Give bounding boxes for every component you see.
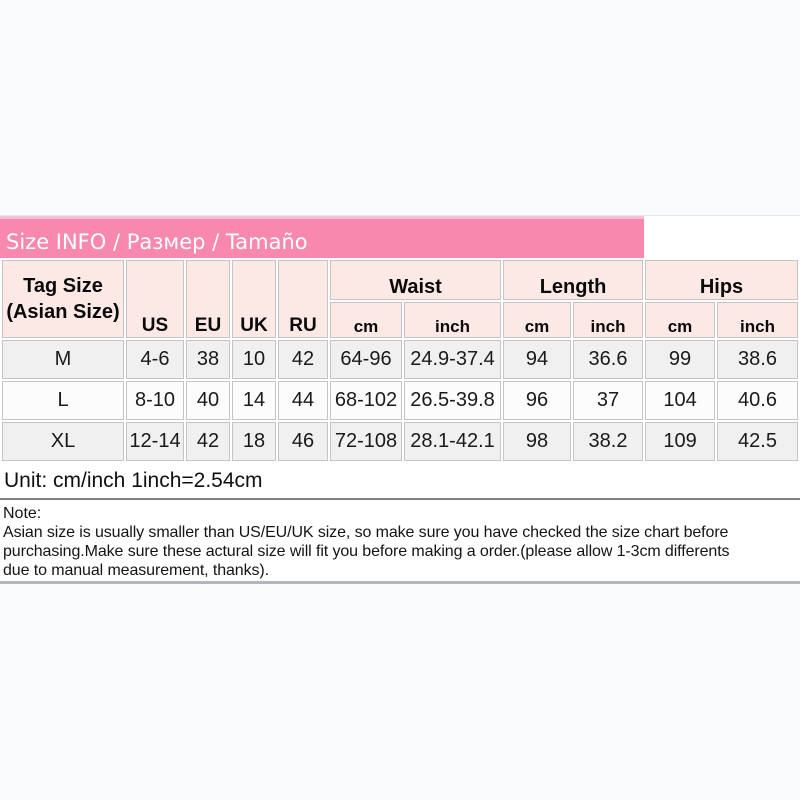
cell-length-inch: 37	[573, 381, 644, 420]
cell-length-inch: 36.6	[573, 340, 644, 379]
cell-uk: 14	[232, 381, 276, 420]
us-size-header: US	[126, 260, 184, 338]
size-row-l: L 8-10 40 14 44 68-102 26.5-39.8 96 37 1…	[2, 381, 799, 420]
cell-uk: 18	[232, 422, 276, 461]
cell-waist-inch: 24.9-37.4	[404, 340, 502, 379]
cell-tag: M	[2, 340, 124, 379]
hips-inch-header: inch	[717, 302, 799, 338]
size-row-xl: XL 12-14 42 18 46 72-108 28.1-42.1 98 38…	[2, 422, 799, 461]
length-inch-header: inch	[573, 302, 644, 338]
header-row-units: cm inch cm inch cm inch	[2, 302, 799, 338]
cell-ru: 42	[278, 340, 328, 379]
cell-length-cm: 94	[503, 340, 572, 379]
waist-inch-header: inch	[404, 302, 502, 338]
tag-size-header-line1: Tag Size	[23, 274, 103, 297]
cell-tag: L	[2, 381, 124, 420]
cell-tag: XL	[2, 422, 124, 461]
note-label: Note:	[3, 505, 42, 522]
tag-size-header: Tag Size (Asian Size)	[2, 260, 124, 338]
cell-hips-cm: 104	[645, 381, 716, 420]
cell-us: 8-10	[126, 381, 184, 420]
header-row-groups: Tag Size (Asian Size) US EU UK RU Waist …	[2, 260, 799, 338]
size-info-title-bar: Size INFO / Размер / Tamaño	[0, 216, 644, 258]
cell-us: 4-6	[126, 340, 184, 379]
cell-waist-inch: 26.5-39.8	[404, 381, 502, 420]
length-group-header: Length	[503, 260, 644, 300]
cell-eu: 42	[186, 422, 230, 461]
hips-group-header: Hips	[645, 260, 799, 300]
eu-size-header: EU	[186, 260, 230, 338]
cell-eu: 40	[186, 381, 230, 420]
note-body: Asian size is usually smaller than US/EU…	[3, 524, 730, 579]
size-chart-table: Tag Size (Asian Size) US EU UK RU Waist …	[0, 258, 800, 463]
cell-length-inch: 38.2	[573, 422, 644, 461]
cell-uk: 10	[232, 340, 276, 379]
note-block: Note: Asian size is usually smaller than…	[0, 500, 800, 584]
cell-eu: 38	[186, 340, 230, 379]
size-info-panel: Size INFO / Размер / Tamaño Tag Size (As…	[0, 215, 800, 584]
unit-note: Unit: cm/inch 1inch=2.54cm	[0, 463, 800, 500]
waist-cm-header: cm	[330, 302, 402, 338]
tag-size-header-line2: (Asian Size)	[6, 301, 120, 323]
cell-waist-inch: 28.1-42.1	[404, 422, 502, 461]
cell-hips-cm: 109	[645, 422, 716, 461]
cell-waist-cm: 64-96	[330, 340, 402, 379]
cell-ru: 44	[278, 381, 328, 420]
cell-hips-inch: 40.6	[717, 381, 799, 420]
cell-waist-cm: 72-108	[330, 422, 402, 461]
waist-group-header: Waist	[330, 260, 502, 300]
cell-hips-inch: 38.6	[717, 340, 799, 379]
cell-waist-cm: 68-102	[330, 381, 402, 420]
length-cm-header: cm	[503, 302, 572, 338]
cell-length-cm: 96	[503, 381, 572, 420]
hips-cm-header: cm	[645, 302, 716, 338]
cell-us: 12-14	[126, 422, 184, 461]
cell-ru: 46	[278, 422, 328, 461]
cell-length-cm: 98	[503, 422, 572, 461]
size-info-title: Size INFO / Размер / Tamaño	[6, 230, 308, 254]
cell-hips-cm: 99	[645, 340, 716, 379]
ru-size-header: RU	[278, 260, 328, 338]
cell-hips-inch: 42.5	[717, 422, 799, 461]
uk-size-header: UK	[232, 260, 276, 338]
size-row-m: M 4-6 38 10 42 64-96 24.9-37.4 94 36.6 9…	[2, 340, 799, 379]
